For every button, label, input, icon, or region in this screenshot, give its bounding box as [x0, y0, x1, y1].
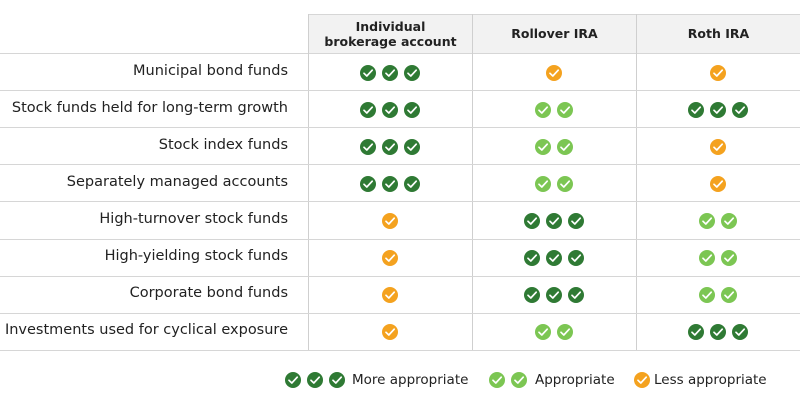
row-label: Municipal bond funds — [133, 62, 288, 79]
rating-icons — [524, 250, 584, 267]
rating-icons — [699, 250, 737, 267]
rating-icons — [382, 212, 398, 229]
rating-icons — [382, 324, 398, 341]
row-label: Stock funds held for long-term growth — [11, 99, 288, 116]
column-header: Individual brokerage account — [308, 14, 472, 53]
row-label: Investments used for cyclical exposure — [4, 322, 288, 339]
legend-icons — [489, 372, 527, 388]
rating-icons — [546, 64, 562, 81]
legend-label: Less appropriate — [654, 372, 767, 388]
header-top-border — [308, 14, 800, 15]
rating-icons — [360, 138, 420, 155]
row-label: High-turnover stock funds — [99, 210, 288, 227]
row-border — [0, 349, 800, 351]
column-header: Rollover IRA — [472, 14, 636, 53]
legend-icons — [285, 372, 345, 388]
header-border — [0, 53, 800, 54]
rating-icons — [524, 212, 584, 229]
rating-icons — [535, 175, 573, 192]
legend-label: More appropriate — [352, 372, 469, 388]
row-label: High-yielding stock funds — [104, 248, 288, 265]
row-border — [0, 275, 800, 277]
rating-icons — [710, 64, 726, 81]
rating-icons — [382, 287, 398, 304]
column-divider — [472, 14, 473, 350]
rating-icons — [699, 212, 737, 229]
row-label: Corporate bond funds — [129, 285, 288, 302]
legend-icons — [634, 372, 650, 388]
rating-icons — [360, 175, 420, 192]
row-label: Separately managed accounts — [66, 173, 288, 190]
rating-icons — [710, 175, 726, 192]
rating-icons — [699, 287, 737, 304]
row-border — [0, 127, 800, 129]
row-border — [0, 312, 800, 314]
row-label: Stock index funds — [158, 136, 288, 153]
rating-icons — [535, 138, 573, 155]
rating-icons — [360, 101, 420, 118]
column-header: Roth IRA — [636, 14, 800, 53]
rating-icons — [535, 324, 573, 341]
legend-label: Appropriate — [535, 372, 615, 388]
column-divider — [636, 14, 637, 350]
rating-icons — [688, 324, 748, 341]
rating-icons — [688, 101, 748, 118]
rating-icons — [382, 250, 398, 267]
row-border — [0, 238, 800, 240]
rating-icons — [535, 101, 573, 118]
rating-icons — [710, 138, 726, 155]
rating-icons — [524, 287, 584, 304]
row-border — [0, 164, 800, 166]
column-divider — [308, 14, 309, 350]
rating-icons — [360, 64, 420, 81]
row-border — [0, 201, 800, 203]
row-border — [0, 90, 800, 92]
